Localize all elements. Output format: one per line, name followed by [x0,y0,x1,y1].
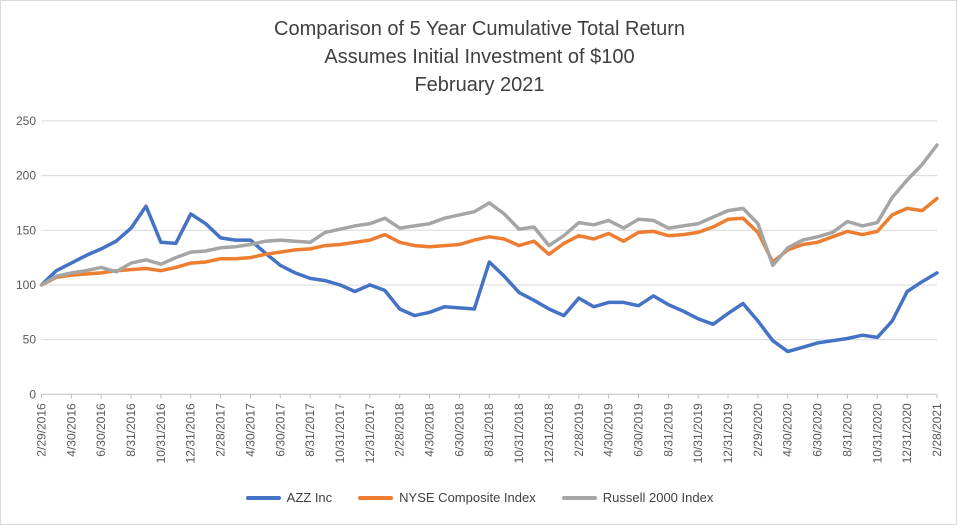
legend-label-azz: AZZ Inc [286,490,333,505]
legend-label-russell: Russell 2000 Index [602,490,714,505]
legend-item-azz: AZZ Inc [245,490,333,505]
y-tick-label-50: 50 [23,333,37,347]
x-tick-label: 4/30/2017 [243,403,257,457]
x-tick-label: 2/28/2017 [214,403,228,457]
line-chart: 0 50 100 150 200 250 2/29/2016 4/30/2016 6/30/20… [16,114,944,463]
x-tick-label: 2/29/2016 [35,403,49,457]
y-tick-label-150: 150 [16,223,36,237]
series-line-2 [39,143,939,287]
x-tick-label: 6/30/2018 [452,403,466,457]
x-tick-label: 2/28/2018 [393,403,407,457]
x-tick-label: 6/30/2019 [632,403,646,457]
legend-item-russell: Russell 2000 Index [561,490,714,505]
legend-line-swatch-russell [561,495,597,500]
chart-title-line1: Comparison of 5 Year Cumulative Total Re… [274,18,685,40]
legend-label-nyse: NYSE Composite Index [399,490,536,505]
y-tick-label-250: 250 [16,114,36,128]
x-tick-label: 8/31/2018 [482,403,496,457]
x-tick-label: 12/31/2017 [363,403,377,463]
x-tick-label: 10/31/2018 [512,403,526,463]
legend-line-swatch-azz [245,495,281,500]
legend-item-nyse: NYSE Composite Index [358,490,536,505]
x-tick-label: 6/30/2016 [94,403,108,457]
x-tick-label: 2/28/2019 [572,403,586,457]
x-tick-label: 10/31/2016 [154,403,168,463]
chart-title-line2: Assumes Initial Investment of $100 [324,46,635,68]
x-tick-label: 10/31/2017 [333,403,347,463]
x-tick-label: 6/30/2020 [811,403,825,457]
chart-title-line3: February 2021 [414,74,545,96]
x-tick-label: 6/30/2017 [273,403,287,457]
x-tick-label: 12/31/2016 [184,403,198,463]
chart-legend: AZZ Inc NYSE Composite Index Russell 200… [1,490,956,505]
x-tick-label: 12/31/2020 [900,403,914,463]
x-tick-label: 8/31/2016 [124,403,138,457]
x-tick-label: 4/30/2018 [423,403,437,457]
x-tick-label: 10/31/2020 [870,403,884,463]
x-tick-label: 8/31/2020 [840,403,854,457]
x-tick-label: 12/31/2019 [721,403,735,463]
x-tick-label: 2/29/2020 [751,403,765,457]
y-tick-label-0: 0 [29,387,36,401]
y-tick-label-100: 100 [16,278,36,292]
x-tick-label: 12/31/2018 [542,403,556,463]
x-tick-label: 8/31/2017 [303,403,317,457]
legend-line-swatch-nyse [358,495,394,500]
y-tick-label-200: 200 [16,169,36,183]
x-tick-label: 4/30/2019 [602,403,616,457]
series-line-0 [39,204,939,354]
x-tick-label: 10/31/2019 [691,403,705,463]
chart-title: Comparison of 5 Year Cumulative Total Re… [1,15,956,99]
x-tick-label: 4/30/2020 [781,403,795,457]
x-tick-label: 2/28/2021 [930,403,944,457]
x-tick-label: 8/31/2019 [661,403,675,457]
x-tick-label: 4/30/2016 [64,403,78,457]
